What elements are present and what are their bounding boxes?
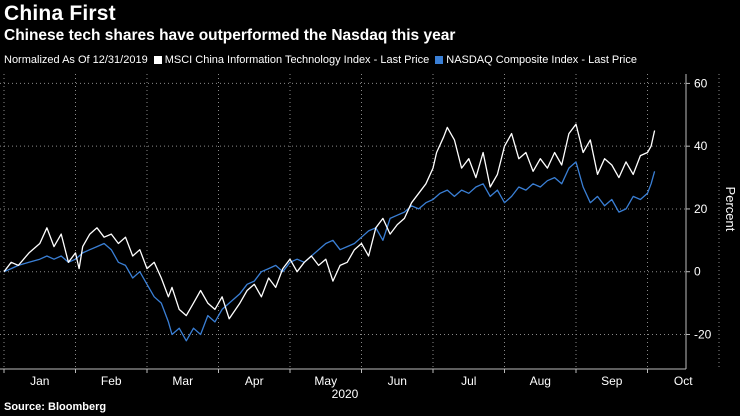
y-tick-label: 0 [694,265,701,279]
chart-subtitle: Chinese tech shares have outperformed th… [4,27,456,44]
x-tick-label: Mar [172,374,193,388]
legend-item-nasdaq: NASDAQ Composite Index - Last Price [435,54,637,66]
x-tick-label: Feb [101,374,122,388]
series-line-nasdaq [3,161,656,342]
legend-item-msci: MSCI China Information Technology Index … [153,54,430,66]
legend-swatch-nasdaq [435,56,444,64]
y-tick-label: 60 [694,76,708,90]
legend-label-msci: MSCI China Information Technology Index … [164,54,430,66]
x-tick-label: Sep [601,374,623,388]
y-axis-title: Percent [723,187,738,232]
x-axis-title: 2020 [332,387,359,401]
legend: Normalized As Of 12/31/2019 MSCI China I… [4,54,643,66]
x-tick-label: Jul [461,374,476,388]
x-tick-label: Oct [674,374,693,388]
x-tick-label: Jun [388,374,407,388]
source-note: Source: Bloomberg [4,401,107,413]
x-tick-label: Aug [530,374,551,388]
x-tick-label: Apr [245,374,264,388]
chart-title: China First [4,2,116,25]
legend-normalization-note: Normalized As Of 12/31/2019 [4,54,148,66]
y-tick-label: -20 [694,327,712,341]
legend-label-nasdaq: NASDAQ Composite Index - Last Price [446,54,637,66]
y-tick-label: 20 [694,202,708,216]
x-tick-label: May [314,374,337,388]
series-line-msci [3,123,656,320]
y-tick-label: 40 [694,139,708,153]
legend-swatch-msci [153,56,162,64]
x-tick-label: Jan [30,374,49,388]
